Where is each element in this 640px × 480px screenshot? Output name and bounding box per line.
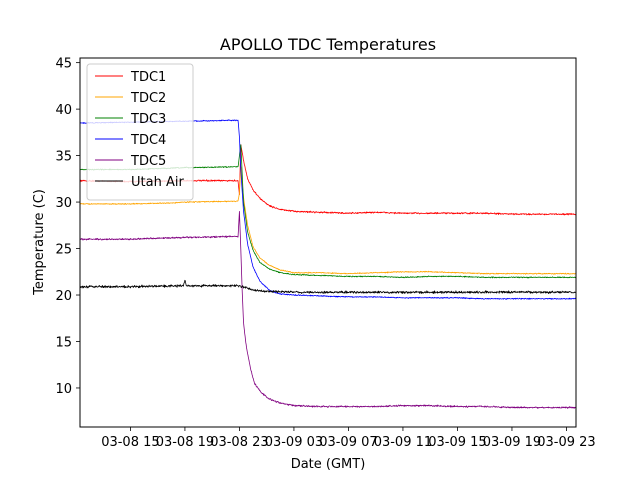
chart-title: APOLLO TDC Temperatures [220, 35, 436, 54]
y-axis: 10 15 20 25 30 35 40 45 [55, 57, 80, 397]
legend-label: TDC4 [130, 133, 166, 148]
x-tick-label: 03-09 23 [537, 435, 595, 450]
y-tick-label: 35 [55, 150, 72, 165]
x-tick-label: 03-09 11 [374, 435, 432, 450]
y-tick-label: 15 [55, 335, 72, 350]
legend-label: TDC2 [130, 91, 166, 106]
legend-label: TDC3 [130, 112, 166, 127]
x-axis-label: Date (GMT) [291, 457, 366, 472]
x-tick-label: 03-08 23 [210, 435, 268, 450]
legend-label: TDC5 [130, 154, 166, 169]
y-axis-label: Temperature (C) [32, 189, 47, 296]
series-line-utah-air [79, 279, 577, 295]
legend-box [86, 63, 194, 201]
series-line-tdc2 [79, 166, 577, 275]
legend-label: TDC1 [130, 70, 166, 85]
x-tick-label: 03-08 15 [101, 435, 159, 450]
y-tick-label: 10 [55, 382, 72, 397]
legend: TDC1 TDC2 TDC3 TDC4 TDC5 Utah Air [86, 63, 194, 201]
y-tick-label: 45 [55, 57, 72, 72]
y-tick-label: 25 [55, 243, 72, 258]
plot-frame [79, 57, 577, 428]
series-line-tdc5 [79, 210, 577, 409]
y-tick-label: 30 [55, 196, 72, 211]
y-tick-label: 20 [55, 289, 72, 304]
x-tick-label: 03-09 07 [319, 435, 377, 450]
legend-label: Utah Air [131, 175, 184, 190]
x-tick-label: 03-09 15 [428, 435, 486, 450]
x-tick-label: 03-08 19 [156, 435, 214, 450]
x-tick-label: 03-09 19 [483, 435, 541, 450]
x-tick-label: 03-09 03 [265, 435, 323, 450]
y-tick-label: 40 [55, 103, 72, 118]
